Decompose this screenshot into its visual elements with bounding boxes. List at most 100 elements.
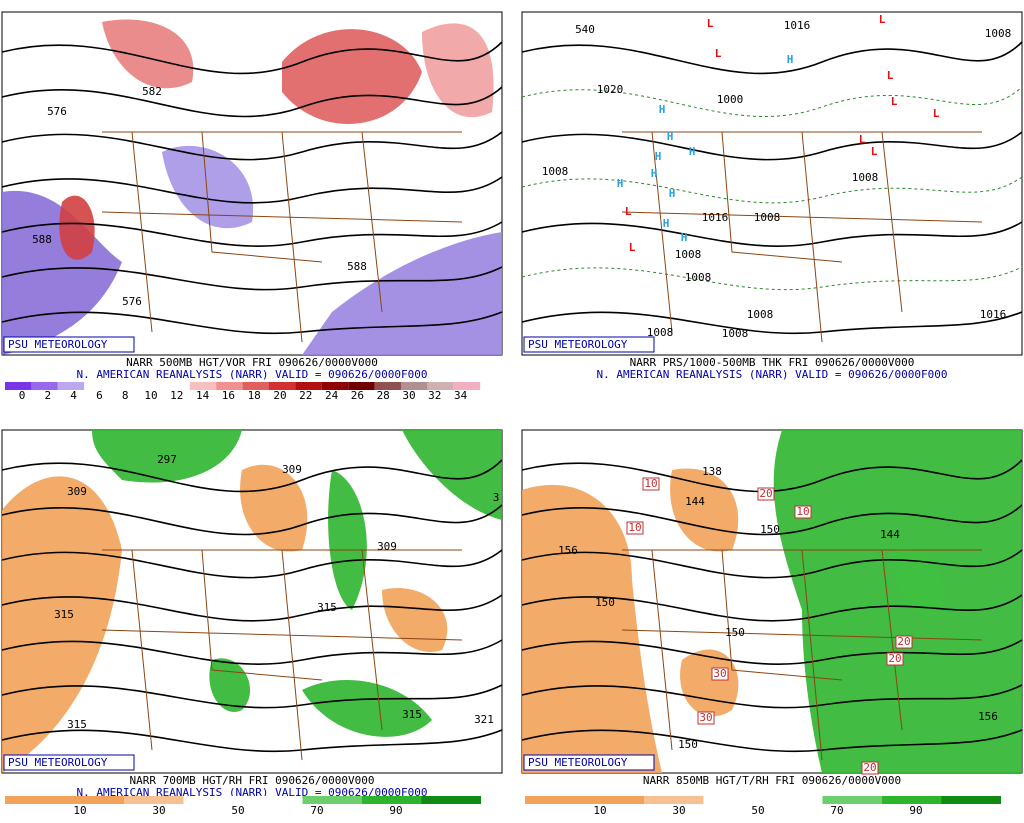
high-symbol: H (787, 53, 794, 66)
map-panel: 576 582 588 588 576 PSU METEOROLOGY NARR 500MB… (1, 11, 503, 402)
colorbar-label: 50 (231, 804, 244, 817)
colorbar-label: 22 (299, 389, 312, 402)
colorbar-swatch (163, 382, 190, 390)
contour (521, 176, 1023, 204)
shading (328, 470, 367, 610)
colorbar-label: 70 (310, 804, 323, 817)
temp-label: 30 (713, 667, 726, 680)
contour (521, 86, 1023, 117)
colorbar-label: 34 (454, 389, 468, 402)
colorbar-swatch (644, 796, 704, 804)
colorbar-label: 30 (152, 804, 165, 817)
high-symbol: H (659, 103, 666, 116)
temp-label-box (886, 652, 904, 666)
contour (1, 41, 503, 75)
colorbar-swatch (427, 382, 454, 390)
colorbar-label: 30 (672, 804, 685, 817)
colorbar-swatch (584, 796, 644, 804)
contour (1, 86, 503, 118)
contour-label: 1008 (754, 211, 781, 224)
temp-label: 30 (699, 711, 712, 724)
colorbar-swatch (321, 382, 349, 390)
colorbar-swatch (57, 382, 85, 390)
temp-label-box (794, 505, 812, 519)
colorbar-label: 70 (830, 804, 843, 817)
temp-label: 10 (628, 521, 641, 534)
colorbar-swatch (110, 382, 137, 390)
contour (1, 639, 503, 665)
branding: PSU METEOROLOGY (528, 756, 628, 769)
contour-label: 540 (575, 23, 595, 36)
low-symbol: L (715, 47, 722, 60)
contour-label: 138 (702, 465, 722, 478)
branding: PSU METEOROLOGY (8, 756, 108, 769)
temp-label-box (895, 635, 913, 649)
contour (1, 311, 503, 335)
contour-label: 588 (32, 233, 52, 246)
contour-label: 315 (54, 608, 74, 621)
colorbar-label: 14 (196, 389, 210, 402)
borders (101, 131, 463, 343)
colorbar-swatch (137, 382, 164, 390)
colorbar-label: 0 (19, 389, 26, 402)
panel-subtitle: N. AMERICAN REANALYSIS (NARR) VALID = 09… (77, 368, 428, 381)
colorbar-swatch (295, 382, 322, 390)
colorbar-label: 10 (73, 804, 86, 817)
colorbar-label: 4 (70, 389, 77, 402)
colorbar-label: 8 (122, 389, 129, 402)
panel-title: NARR PRS/1000-500MB THK FRI 090626/0000V… (630, 356, 915, 369)
contour (1, 266, 503, 291)
colorbar-swatch (242, 382, 269, 390)
colorbar-swatch (941, 796, 1001, 804)
shading (102, 19, 194, 89)
contour (521, 729, 1023, 753)
contour (1, 131, 503, 161)
low-symbol: L (933, 107, 940, 120)
colorbar-swatch (243, 796, 303, 804)
colorbar-swatch (453, 382, 481, 390)
contour-label: 582 (142, 85, 162, 98)
contour-label: 576 (122, 295, 142, 308)
contour-label: 1008 (722, 327, 749, 340)
contour (521, 594, 1023, 622)
shading (382, 588, 448, 652)
temp-label-box (626, 521, 644, 535)
contour-label: 588 (347, 260, 367, 273)
branding-box (3, 336, 135, 353)
colorbar-label: 10 (593, 804, 606, 817)
colorbar-swatch (348, 382, 375, 390)
colorbar-swatch (401, 382, 428, 390)
contour-label: 321 (474, 713, 494, 726)
contour-label: 1008 (985, 27, 1012, 40)
low-symbol: L (887, 69, 894, 82)
colorbar-swatch (421, 796, 481, 804)
contour (521, 459, 1023, 493)
contour (521, 41, 1023, 75)
shading (402, 430, 502, 520)
contour-label: 150 (595, 596, 615, 609)
colorbar-swatch (525, 796, 585, 804)
branding: PSU METEOROLOGY (528, 338, 628, 351)
colorbar-label: 32 (428, 389, 441, 402)
shading (773, 430, 1022, 773)
shading (2, 190, 122, 355)
high-symbol: H (663, 217, 670, 230)
contour (521, 311, 1023, 335)
contour (1, 459, 503, 493)
contour (521, 504, 1023, 536)
shading (282, 29, 422, 125)
panel-title: NARR 700MB HGT/RH FRI 090626/0000V000 (129, 774, 374, 787)
colorbar-label: 24 (325, 389, 339, 402)
contour (1, 176, 503, 204)
contour (1, 594, 503, 622)
shading (302, 680, 432, 737)
contour (521, 549, 1023, 579)
contour-label: 309 (282, 463, 302, 476)
high-symbol: H (655, 150, 662, 163)
shading (892, 548, 944, 617)
colorbar-swatch (302, 796, 362, 804)
colorbar-label: 18 (248, 389, 261, 402)
colorbar-swatch (84, 382, 111, 390)
colorbar-label: 28 (377, 389, 390, 402)
